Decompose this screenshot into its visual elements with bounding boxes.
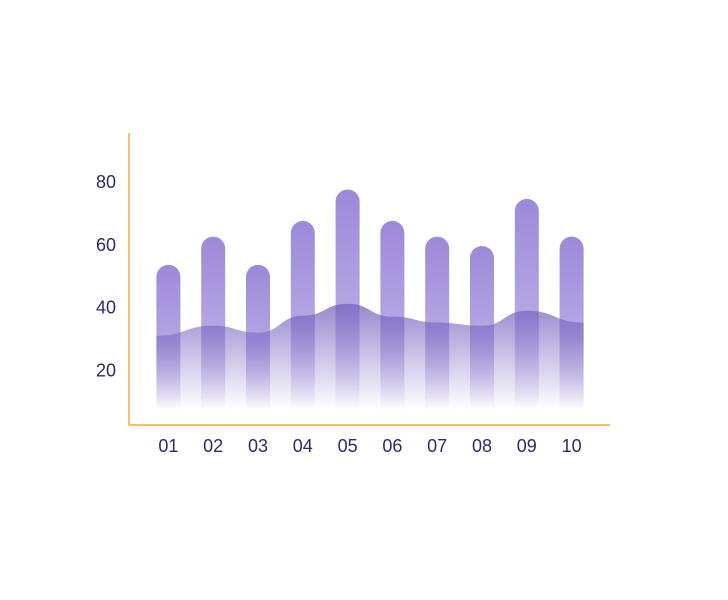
y-tick-label: 20 (96, 360, 116, 380)
x-tick-label: 04 (293, 436, 313, 456)
y-tick-label: 40 (96, 298, 116, 318)
x-tick-label: 05 (338, 436, 358, 456)
x-tick-label: 06 (382, 436, 402, 456)
x-tick-label: 01 (158, 436, 178, 456)
y-tick-label: 80 (96, 172, 116, 192)
x-tick-label: 08 (472, 436, 492, 456)
x-tick-label: 02 (203, 436, 223, 456)
y-tick-label: 60 (96, 235, 116, 255)
area (156, 303, 584, 410)
x-tick-label: 03 (248, 436, 268, 456)
x-tick-label: 09 (517, 436, 537, 456)
x-tick-label: 10 (562, 436, 582, 456)
x-tick-label: 07 (427, 436, 447, 456)
